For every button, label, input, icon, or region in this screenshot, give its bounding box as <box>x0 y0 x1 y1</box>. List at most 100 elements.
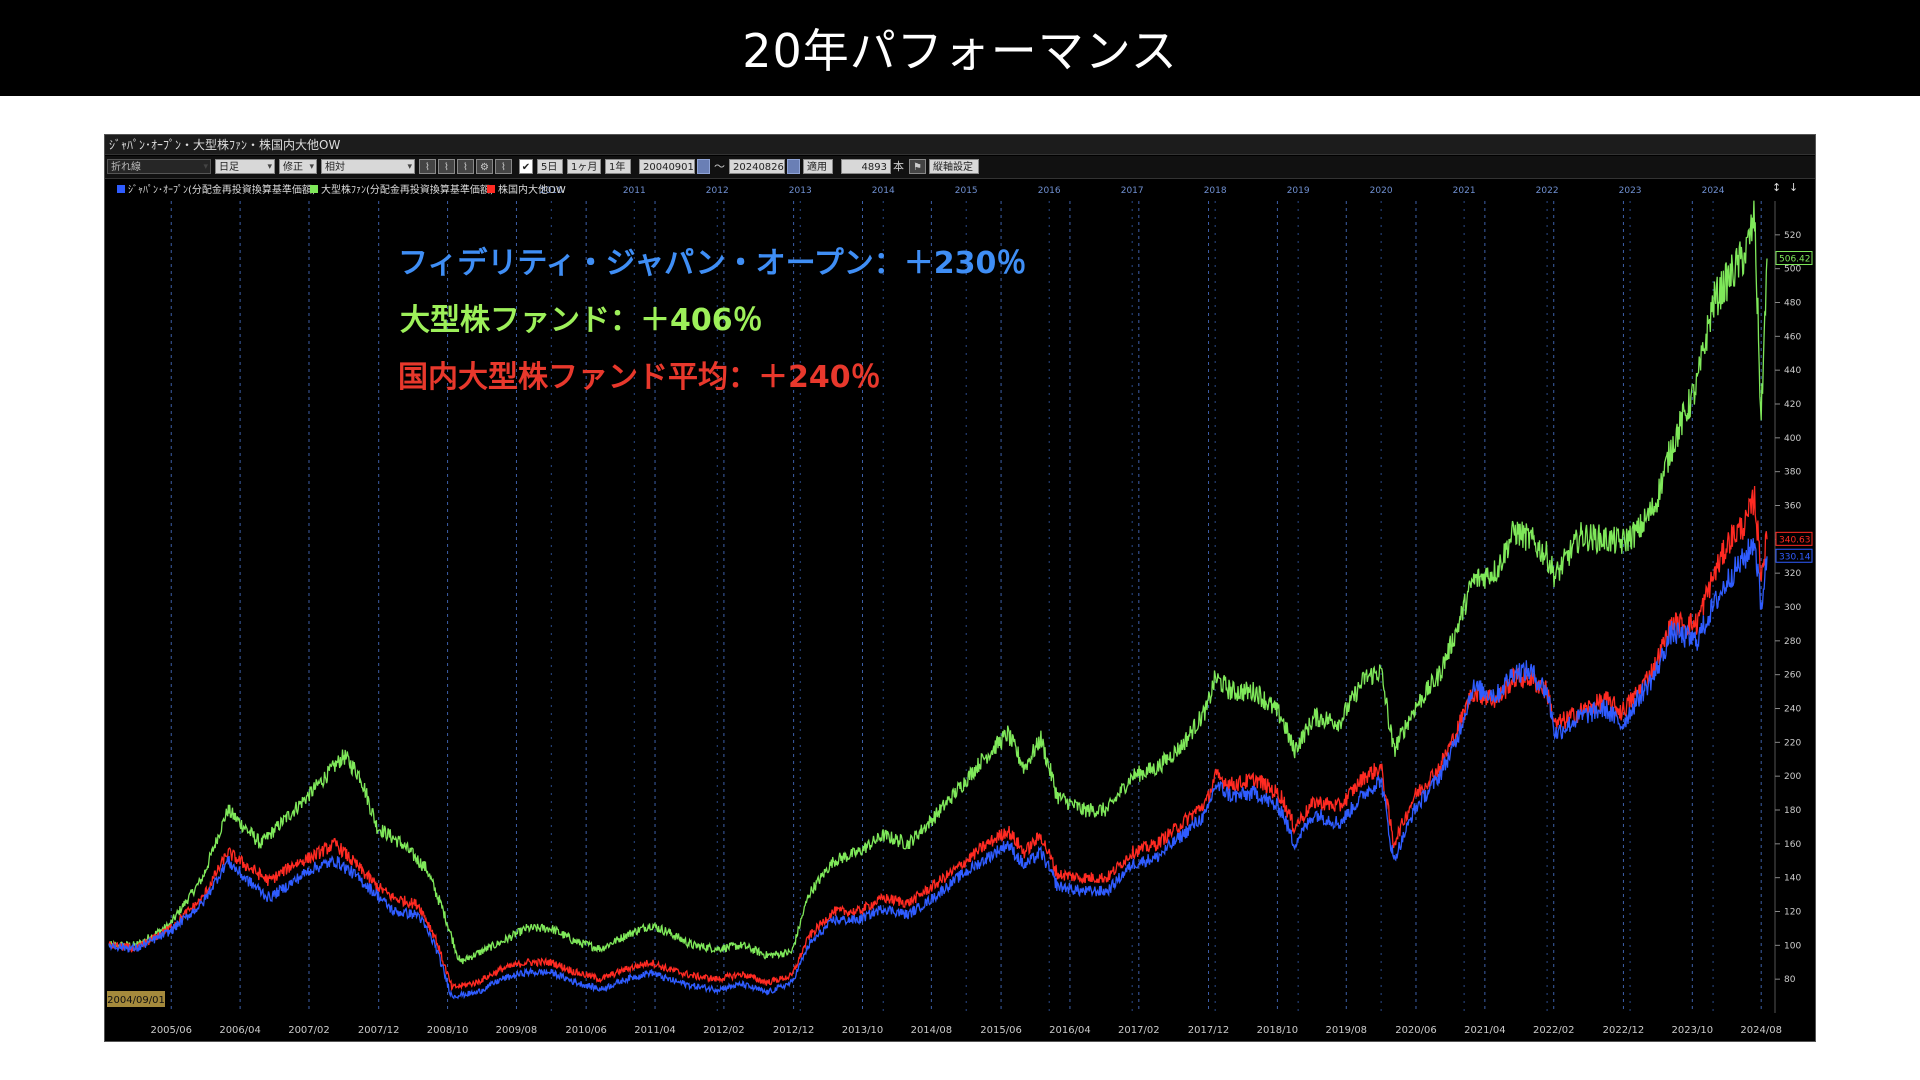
gear-icon[interactable]: ⚙ <box>476 159 493 174</box>
year-label: 2013 <box>789 186 812 196</box>
year-label: 2012 <box>706 186 729 196</box>
chart-background <box>105 179 1815 1041</box>
range-1y-button[interactable]: 1年 <box>605 159 631 174</box>
x-tick-label: 2019/08 <box>1326 1025 1368 1036</box>
y-tick-label: 520 <box>1784 231 1801 241</box>
year-label: 2016 <box>1038 186 1061 196</box>
y-tick-label: 400 <box>1784 434 1801 444</box>
y-tick-label: 220 <box>1784 738 1801 748</box>
last-value-tag-2 <box>1775 531 1813 546</box>
year-label: 2010 <box>540 186 563 196</box>
year-label: 2024 <box>1702 186 1725 196</box>
down-arrow-icon[interactable]: ↓ <box>1789 181 1798 194</box>
x-tick-label: 2005/06 <box>150 1025 192 1036</box>
compare-chart-icon[interactable]: ⌇ <box>438 159 455 174</box>
toolbar: 折れ線 日足 修正 相対 ⌇ ⌇ ⌇ ⚙ ⌇ ✔ 5日 1ヶ月 1年 20040… <box>105 156 1815 179</box>
legend-label-japan-open: ｼﾞｬﾊﾟﾝ･ｵｰﾌﾟﾝ(分配金再投資換算基準価額) <box>128 183 316 196</box>
apply-button[interactable]: 適用 <box>803 159 833 174</box>
adjust-select[interactable]: 修正 <box>279 159 317 174</box>
year-label: 2022 <box>1536 186 1559 196</box>
start-date-badge: 2004/09/01 <box>107 991 165 1007</box>
expand-icon[interactable]: ↕ <box>1772 181 1781 194</box>
legend-label-average: 株国内大他OW <box>498 183 566 196</box>
year-label: 2011 <box>623 186 646 196</box>
axis-layer: 2005/06 2006/04 2007/02 2007/12 2008/10 2009/… <box>150 186 1813 1036</box>
y-tick-label: 120 <box>1784 908 1801 918</box>
scroll-arrows[interactable]: ↕ ↓ <box>1772 181 1798 194</box>
annotation-large-cap-fund: 大型株ファンド：＋406％ <box>400 303 763 338</box>
y-tick-label: 480 <box>1784 299 1801 309</box>
y-tick-label: 300 <box>1784 603 1801 613</box>
x-tick-label: 2012/02 <box>703 1025 745 1036</box>
y-tick-label: 420 <box>1784 400 1801 410</box>
x-tick-label: 2007/12 <box>358 1025 400 1036</box>
x-tick-label: 2022/02 <box>1533 1025 1575 1036</box>
year-label: 2023 <box>1619 186 1642 196</box>
x-tick-label: 2010/06 <box>565 1025 607 1036</box>
draw-tool-icon[interactable]: ⌇ <box>495 159 512 174</box>
bar-count-input[interactable]: 4893 <box>841 159 891 174</box>
axis-settings-button[interactable]: 縦軸設定 <box>929 159 979 174</box>
bar-count-unit: 本 <box>893 160 904 173</box>
start-date-input[interactable]: 20040901 <box>639 159 695 174</box>
legend: ｼﾞｬﾊﾟﾝ･ｵｰﾌﾟﾝ(分配金再投資換算基準価額) 大型株ﾌｧﾝ(分配金再投資… <box>117 183 566 196</box>
chart-type-select[interactable]: 折れ線 <box>107 159 211 174</box>
x-tick-label: 2012/12 <box>773 1025 815 1036</box>
legend-swatch-average <box>487 185 495 193</box>
x-tick-label: 2007/02 <box>288 1025 330 1036</box>
range-5d-button[interactable]: 5日 <box>537 159 563 174</box>
legend-swatch-large-cap <box>310 185 318 193</box>
y-tick-label: 320 <box>1784 569 1801 579</box>
start-date-badge-bg <box>107 991 165 1007</box>
start-date-label: 2004/09/01 <box>107 995 165 1006</box>
end-calendar-icon[interactable] <box>787 159 800 174</box>
start-calendar-icon[interactable] <box>697 159 710 174</box>
series-line-1 <box>108 200 1768 965</box>
flag-icon[interactable]: ⚑ <box>909 159 926 174</box>
year-label: 2021 <box>1453 186 1476 196</box>
annotation-fidelity-japan-open: フィデリティ・ジャパン・オープン：＋230％ <box>398 246 1027 281</box>
legend-swatch-japan-open <box>117 185 125 193</box>
y-tick-label: 500 <box>1784 265 1801 275</box>
y-tick-label: 140 <box>1784 874 1801 884</box>
slide-title-bar: 20年パフォーマンス <box>0 0 1920 96</box>
date-range-tilde: 〜 <box>714 160 725 173</box>
x-tick-label: 2023/10 <box>1672 1025 1714 1036</box>
x-tick-label: 2017/12 <box>1188 1025 1230 1036</box>
interval-select[interactable]: 日足 <box>215 159 275 174</box>
mode-select[interactable]: 相対 <box>321 159 415 174</box>
x-tick-label: 2013/10 <box>842 1025 884 1036</box>
x-tick-label: 2015/06 <box>980 1025 1022 1036</box>
chart-window: ｼﾞｬﾊﾟﾝ･ｵｰﾌﾟﾝ・大型株ﾌｧﾝ・株国内大他OW 折れ線 日足 修正 相対… <box>104 134 1816 1042</box>
y-tick-label: 180 <box>1784 806 1801 816</box>
year-label: 2019 <box>1287 186 1310 196</box>
x-tick-label: 2014/08 <box>911 1025 953 1036</box>
checkbox-icon[interactable]: ✔ <box>519 159 533 174</box>
x-tick-label: 2008/10 <box>427 1025 469 1036</box>
last-value-label-1: 506.42 <box>1779 255 1811 265</box>
x-tick-label: 2021/04 <box>1464 1025 1506 1036</box>
series-line-2 <box>108 485 1768 992</box>
legend-label-large-cap: 大型株ﾌｧﾝ(分配金再投資換算基準価額) <box>321 183 494 196</box>
annotation-category-average: 国内大型株ファンド平均：＋240％ <box>398 360 881 395</box>
end-date-input[interactable]: 20240826 <box>729 159 785 174</box>
line-chart-icon[interactable]: ⌇ <box>419 159 436 174</box>
x-tick-label: 2017/02 <box>1118 1025 1160 1036</box>
x-tick-label: 2024/08 <box>1740 1025 1782 1036</box>
y-tick-label: 380 <box>1784 468 1801 478</box>
year-label: 2020 <box>1370 186 1393 196</box>
y-tick-label: 80 <box>1784 975 1796 985</box>
y-tick-label: 200 <box>1784 772 1801 782</box>
y-tick-label: 460 <box>1784 332 1801 342</box>
x-tick-label: 2022/12 <box>1603 1025 1645 1036</box>
x-tick-label: 2018/10 <box>1257 1025 1299 1036</box>
year-label: 2017 <box>1121 186 1144 196</box>
x-tick-label: 2020/06 <box>1395 1025 1437 1036</box>
range-1m-button[interactable]: 1ヶ月 <box>567 159 601 174</box>
x-tick-label: 2016/04 <box>1049 1025 1091 1036</box>
x-tick-label: 2006/04 <box>219 1025 261 1036</box>
chart-area: 2005/06 2006/04 2007/02 2007/12 2008/10 2009/… <box>105 179 1815 1041</box>
indicator-chart-icon[interactable]: ⌇ <box>457 159 474 174</box>
y-tick-label: 160 <box>1784 840 1801 850</box>
last-value-tag-1 <box>1775 251 1813 266</box>
